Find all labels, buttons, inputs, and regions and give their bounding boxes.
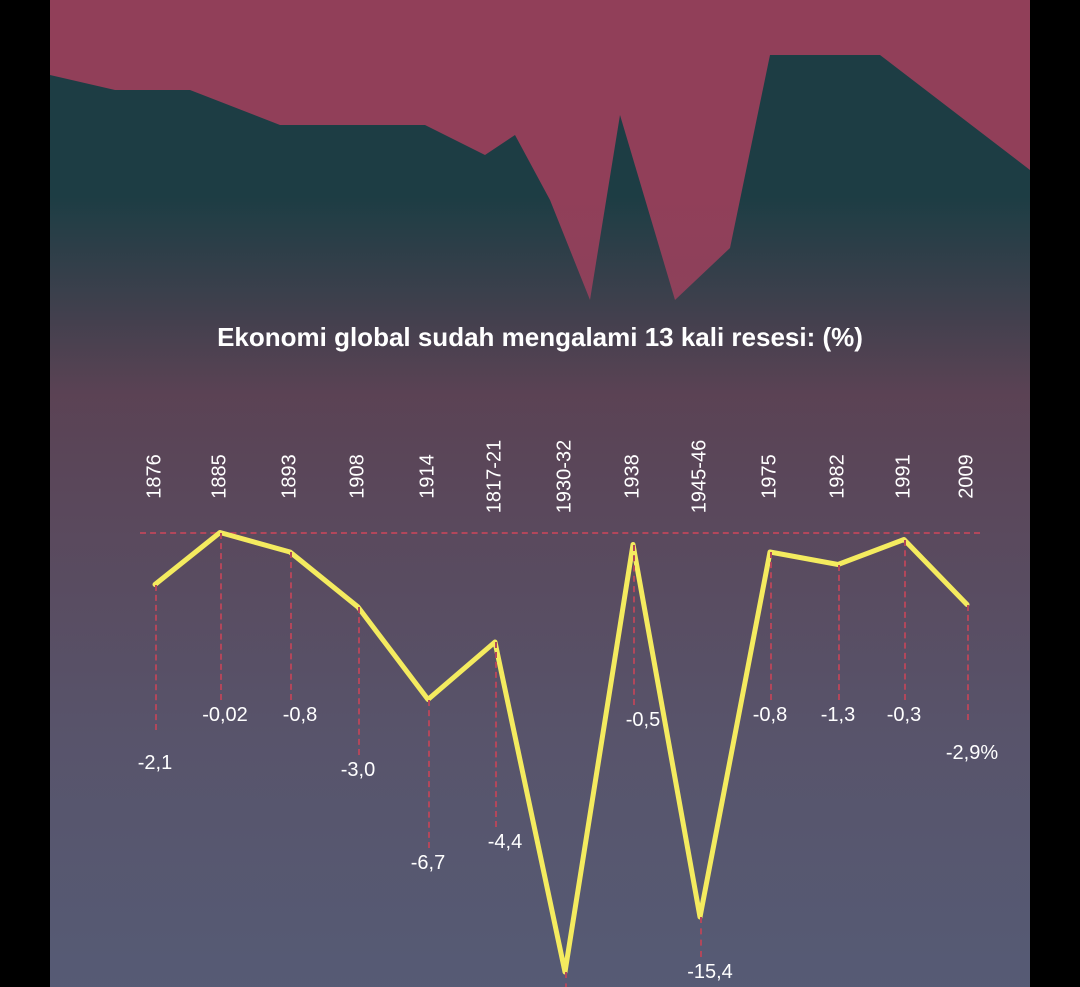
x-axis-label: 1914: [417, 454, 440, 499]
decorative-area-chart: [50, 0, 1030, 330]
page-root: Ekonomi global sudah mengalami 13 kali r…: [0, 0, 1080, 987]
drop-line: [358, 607, 360, 755]
value-label: -0,8: [283, 704, 317, 727]
value-label: -1,3: [821, 704, 855, 727]
drop-line: [967, 605, 969, 720]
x-axis-label: 1938: [622, 454, 645, 499]
x-axis-label: 1930-32: [554, 440, 577, 513]
drop-line: [633, 545, 635, 705]
value-label: -0,3: [887, 704, 921, 727]
x-axis-label: 1893: [279, 454, 302, 499]
drop-line: [904, 540, 906, 700]
x-axis-label: 1991: [893, 454, 916, 499]
drop-line: [428, 700, 430, 848]
drop-line: [700, 917, 702, 957]
x-axis-label: 1817-21: [484, 440, 507, 513]
x-axis-label: 1975: [759, 454, 782, 499]
x-axis-label: 1876: [144, 454, 167, 499]
x-axis-label: 1945-46: [689, 440, 712, 513]
drop-line: [495, 642, 497, 827]
value-label: -6,7: [411, 852, 445, 875]
value-label: -2,9%: [946, 742, 998, 765]
drop-line: [770, 552, 772, 700]
x-axis-label: 1908: [347, 454, 370, 499]
x-axis-label: 1885: [209, 454, 232, 499]
recession-line-chart: 1876 -2,1 1885 -0,02 1893 -0,8 1908 -3,0 1914 -6,…: [140, 420, 980, 965]
drop-line: [565, 972, 567, 987]
trend-line: [155, 533, 967, 973]
infographic-panel: Ekonomi global sudah mengalami 13 kali r…: [50, 0, 1030, 987]
chart-title: Ekonomi global sudah mengalami 13 kali r…: [50, 322, 1030, 353]
x-axis-label: 1982: [827, 454, 850, 499]
drop-line: [155, 585, 157, 730]
value-label: -2,1: [138, 752, 172, 775]
value-label: -4,4: [488, 831, 522, 854]
value-label: -15,4: [687, 961, 733, 984]
value-label: -0,02: [202, 704, 248, 727]
drop-line: [290, 552, 292, 700]
value-label: -0,5: [626, 709, 660, 732]
drop-line: [220, 533, 222, 700]
x-axis-label: 2009: [956, 454, 979, 499]
drop-line: [838, 565, 840, 700]
value-label: -3,0: [341, 759, 375, 782]
value-label: -0,8: [753, 704, 787, 727]
